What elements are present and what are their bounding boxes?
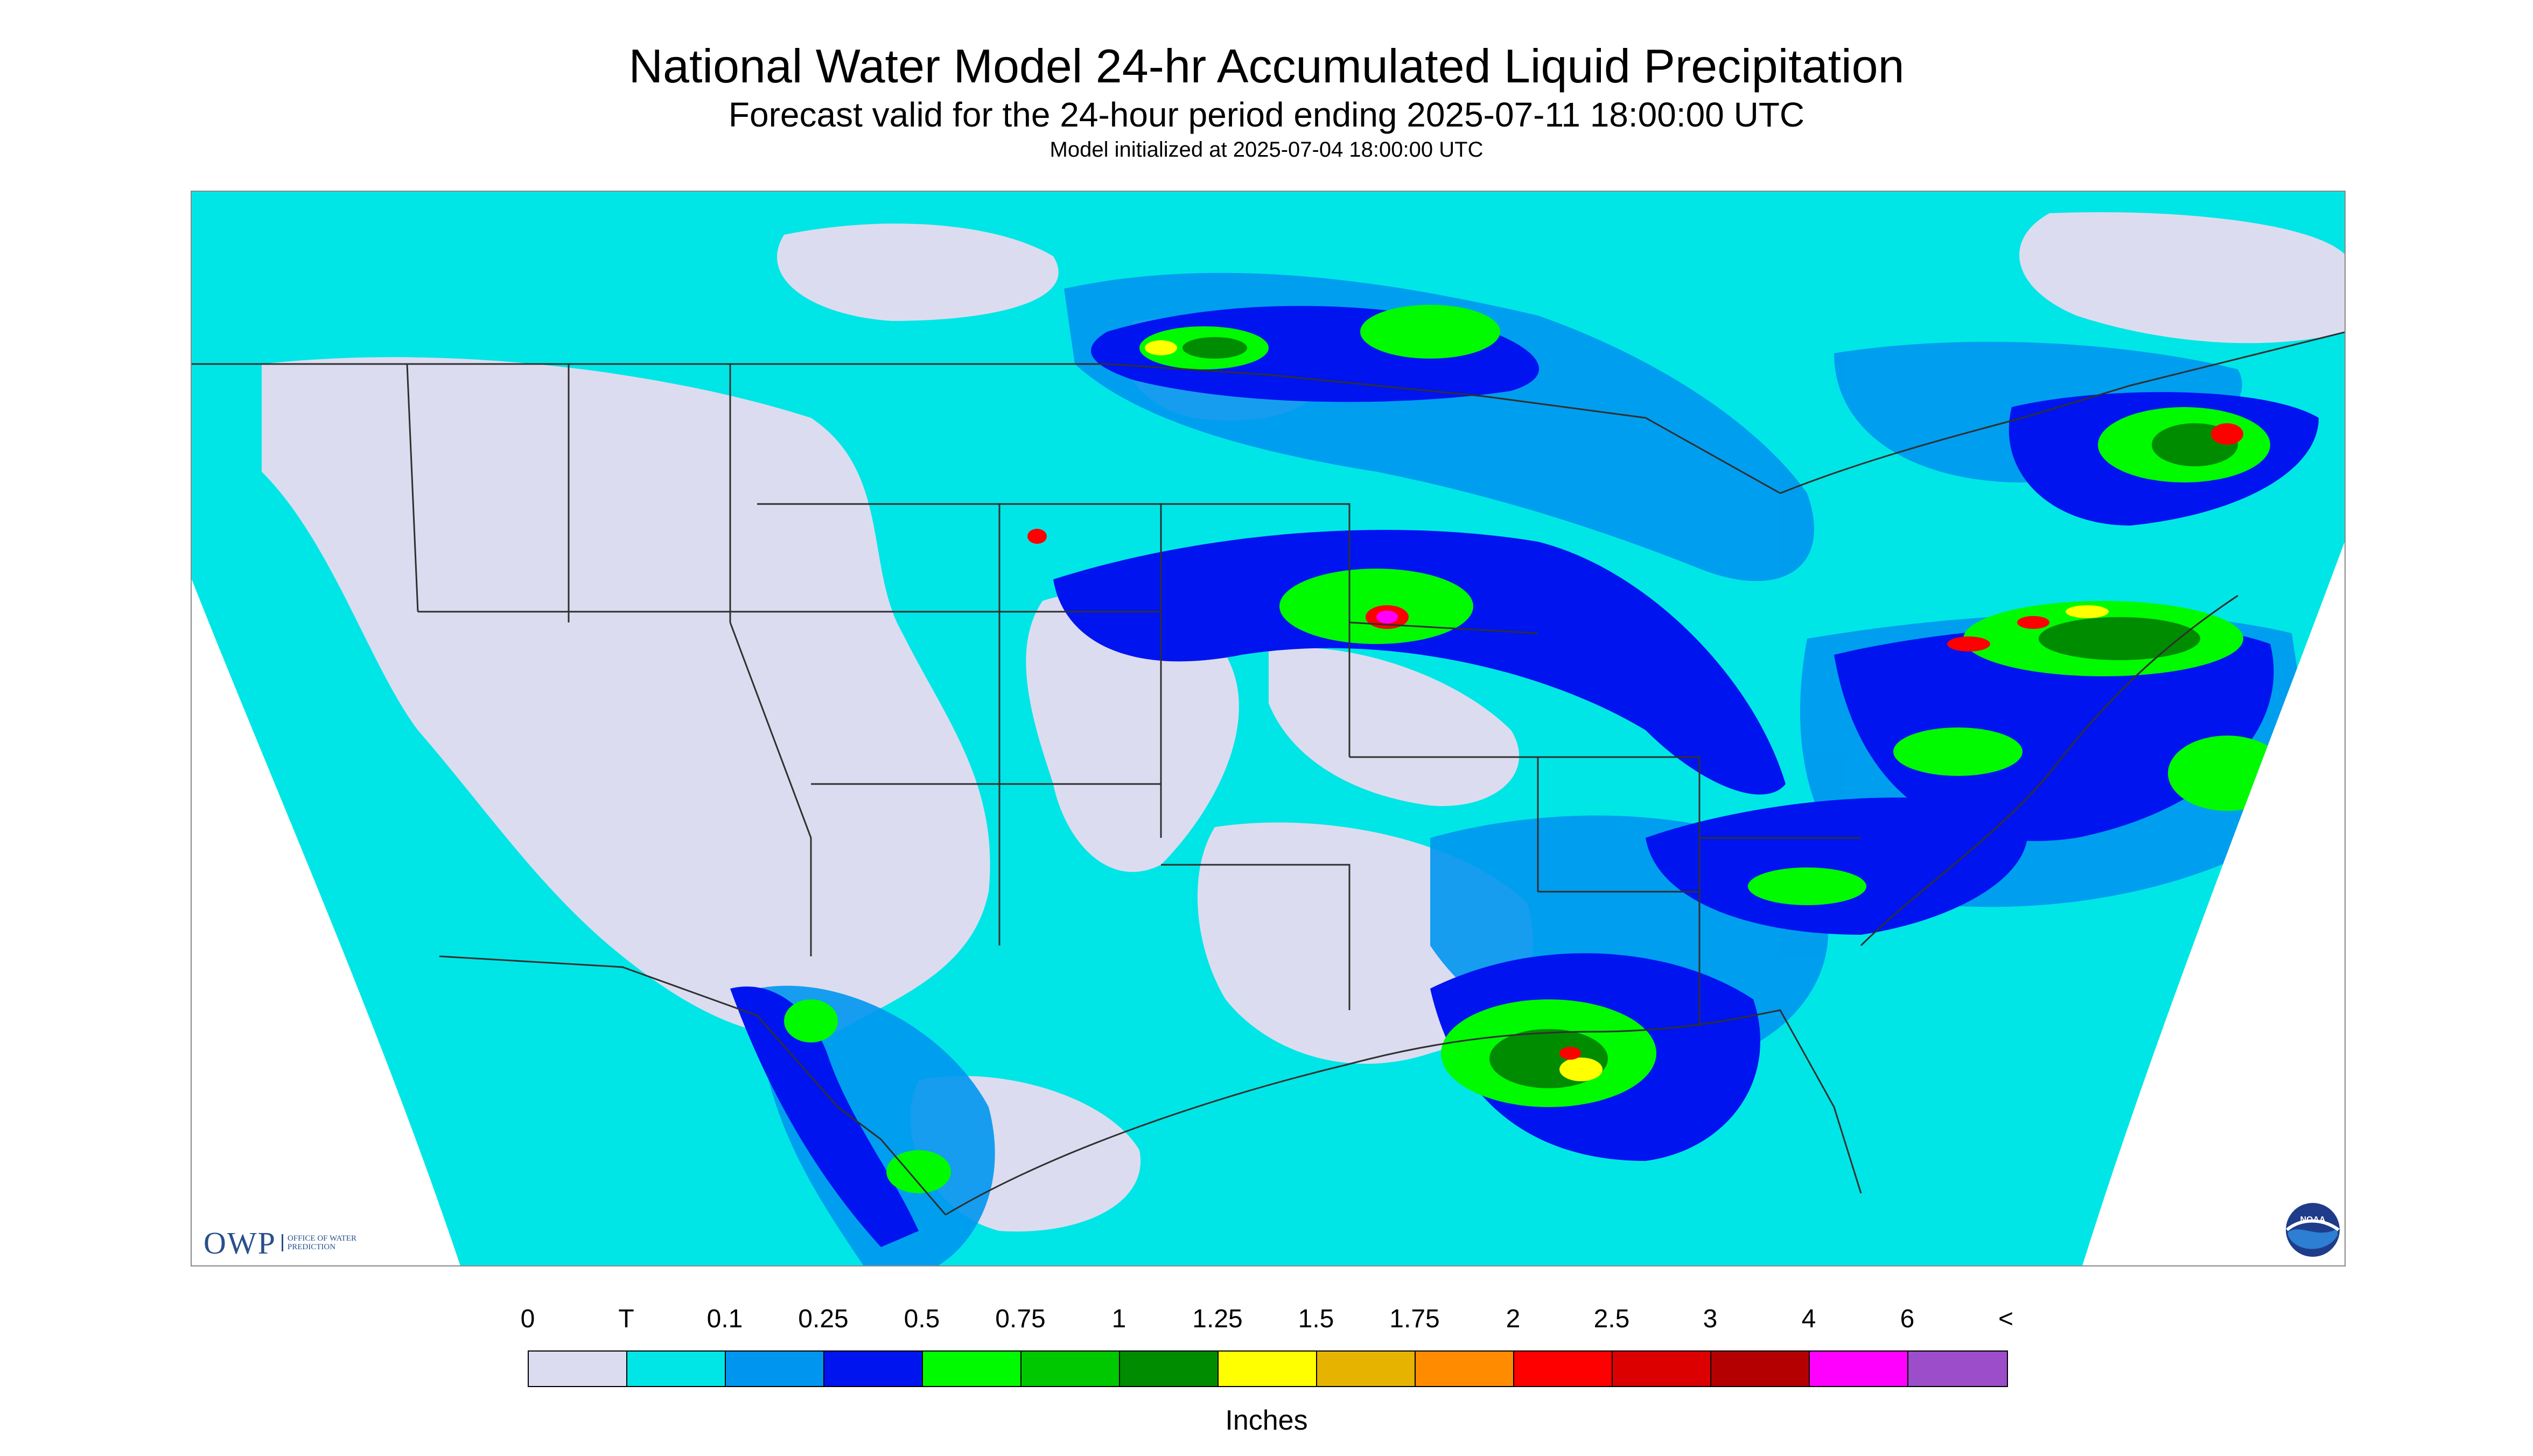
legend-swatch [1810, 1352, 1908, 1386]
legend-units: Inches [1225, 1405, 1308, 1436]
legend-swatch [1613, 1352, 1711, 1386]
map-subtitle: Forecast valid for the 24-hour period en… [728, 95, 1805, 134]
legend-label: 2 [1506, 1305, 1521, 1333]
owp-logo-text: OWP [204, 1225, 276, 1261]
legend-label: T [618, 1305, 634, 1333]
legend-labels: 0 T 0.1 0.25 0.5 0.75 1 1.25 1.5 1.75 2 2.5 3 4 6 < [0, 1304, 2533, 1336]
legend-label: 0.25 [798, 1305, 849, 1333]
map-canvas [192, 192, 2345, 1265]
legend-label: 6 [1900, 1305, 1915, 1333]
legend-label: 2.5 [1593, 1305, 1630, 1333]
legend-swatch [824, 1352, 923, 1386]
owp-logo: OWP OFFICE OF WATER PREDICTION [204, 1225, 368, 1261]
map-title: National Water Model 24-hr Accumulated L… [628, 39, 1905, 93]
noaa-logo-icon: NOAA [2286, 1203, 2340, 1257]
legend-swatch [923, 1352, 1021, 1386]
legend-label: 1 [1111, 1305, 1126, 1333]
legend-label: 1.25 [1192, 1305, 1243, 1333]
legend-label: < [1998, 1305, 2014, 1333]
legend-swatch [1711, 1352, 1810, 1386]
owp-logo-subtext: OFFICE OF WATER PREDICTION [281, 1234, 368, 1251]
legend-swatch [1021, 1352, 1120, 1386]
legend-swatch [1514, 1352, 1613, 1386]
legend-label: 0 [520, 1305, 535, 1333]
legend-swatch [529, 1352, 627, 1386]
legend-swatch [1120, 1352, 1219, 1386]
heavy-precip-areas [784, 305, 2286, 1193]
legend-colorbar [528, 1350, 2008, 1387]
legend-label: 0.5 [904, 1305, 940, 1333]
model-init-line: Model initialized at 2025-07-04 18:00:00… [1049, 138, 1484, 162]
legend-swatch [627, 1352, 726, 1386]
legend-label: 1.75 [1389, 1305, 1440, 1333]
legend-label: 0.75 [995, 1305, 1046, 1333]
domain-edge-left [192, 579, 460, 1265]
legend-swatch [1416, 1352, 1514, 1386]
precipitation-map[interactable] [191, 191, 2346, 1266]
domain-edge-right [2082, 542, 2345, 1265]
legend-label: 3 [1703, 1305, 1718, 1333]
legend-label: 0.1 [706, 1305, 743, 1333]
state-and-country-borders [192, 331, 2345, 1216]
legend-label: 4 [1801, 1305, 1816, 1333]
legend-swatch [1317, 1352, 1416, 1386]
legend-label: 1.5 [1298, 1305, 1334, 1333]
legend-swatch [726, 1352, 824, 1386]
legend-swatch [1908, 1352, 2007, 1386]
legend-swatch [1219, 1352, 1317, 1386]
noaa-logo-text: NOAA [2300, 1215, 2326, 1224]
